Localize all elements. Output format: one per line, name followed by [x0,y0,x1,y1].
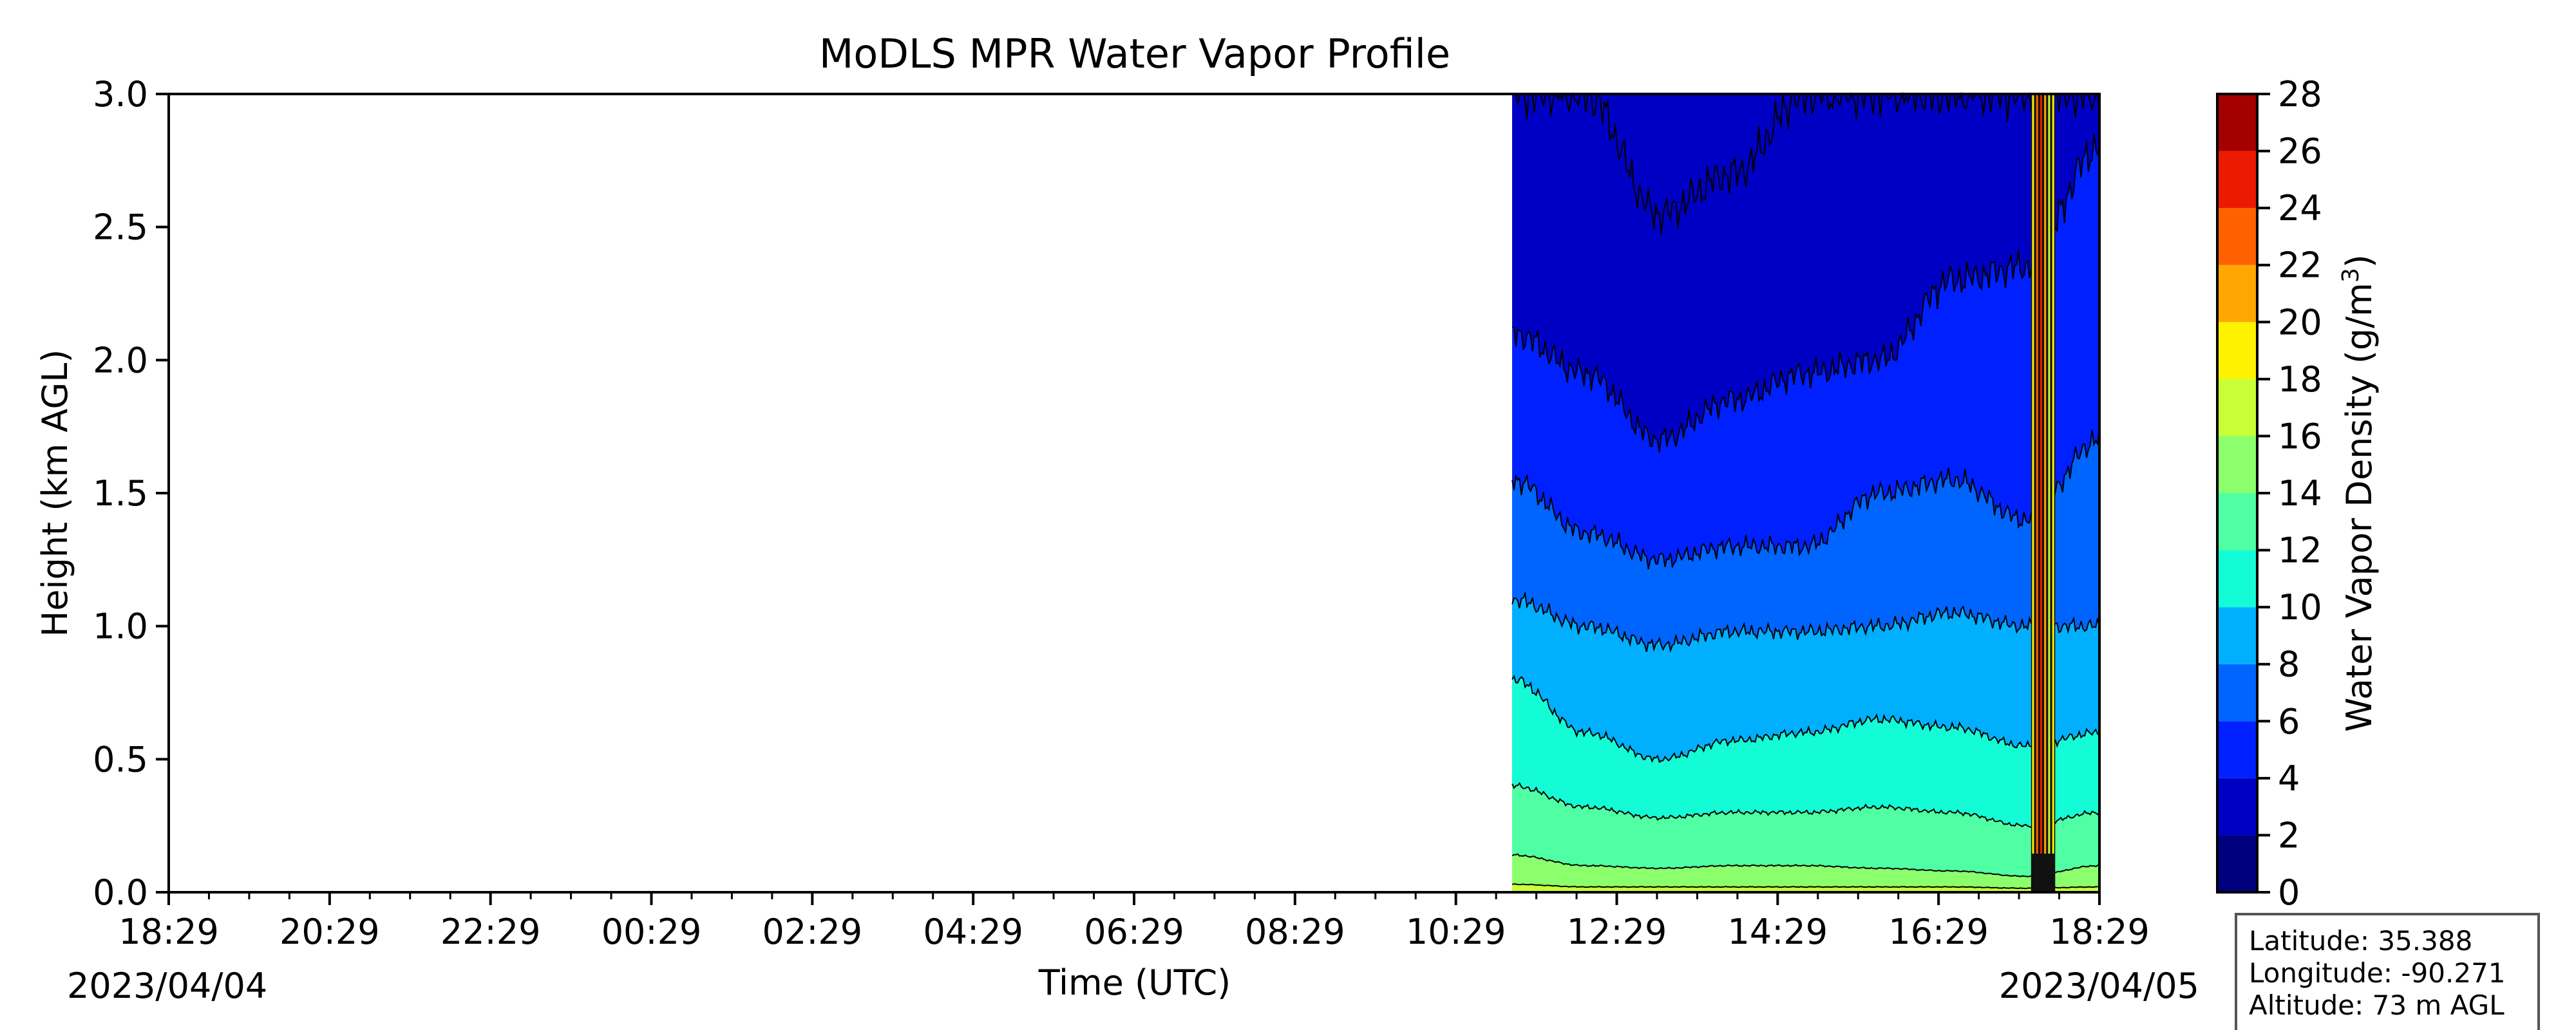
y-tick-label: 0.5 [93,739,148,780]
colorbar-segment [2217,208,2257,265]
y-axis: 0.0 0.5 1.0 1.5 2.0 2.5 3.0 [93,74,169,913]
colorbar-tick-label: 16 [2278,416,2322,456]
colorbar-tick-label: 8 [2278,644,2300,685]
rain-spike-band [2031,94,2056,892]
colorbar-segment [2217,835,2257,892]
contour-line-2 [1512,91,2100,235]
x-tick-label: 22:29 [440,912,541,952]
colorbar-tick-label: 4 [2278,758,2300,799]
y-tick-label: 1.5 [93,473,148,514]
colorbar-tick-label: 18 [2278,359,2322,400]
colorbar-segment [2217,322,2257,379]
colorbar-tick-label: 0 [2278,872,2300,913]
longitude-text: Longitude: -90.271 [2249,957,2506,989]
colorbar-tick-label: 20 [2278,302,2322,342]
colorbar-segment [2217,151,2257,209]
y-tick-label: 2.5 [93,207,148,248]
altitude-text: Altitude: 73 m AGL [2249,989,2505,1021]
plot-area [1511,91,2100,892]
contour-line-10 [1511,675,2100,763]
x-tick-label: 14:29 [1728,912,1828,952]
end-date-label: 2023/04/05 [1999,966,2199,1006]
colorbar-segment [2217,664,2257,722]
colorbar-segment [2217,550,2257,608]
contour-band-12 [1512,783,2099,892]
x-tick-label: 16:29 [1888,912,1989,952]
x-tick-label: 02:29 [762,912,863,952]
start-date-label: 2023/04/04 [67,966,267,1006]
colorbar-segment [2217,379,2257,436]
colorbar-segment [2217,436,2257,493]
colorbar-tick-label: 14 [2278,473,2322,514]
colorbar-tick-label: 10 [2278,587,2322,628]
colorbar-tick-label: 26 [2278,131,2322,172]
colorbar-tick-label: 22 [2278,245,2322,286]
x-tick-label: 08:29 [1245,912,1345,952]
contour-line-16 [1511,883,2100,890]
x-tick-label: 10:29 [1406,912,1506,952]
contour-line-6 [1511,427,2100,570]
colorbar-segment [2217,721,2257,778]
y-tick-label: 1.0 [93,606,148,647]
colorbar-segment [2217,778,2257,836]
x-tick-label: 04:29 [923,912,1023,952]
contour-band-16 [1512,884,2099,892]
y-tick-label: 3.0 [93,74,148,115]
contour-line-14 [1511,853,2100,877]
colorbar-tick-label: 12 [2278,530,2322,571]
y-tick-label: 2.0 [93,340,148,380]
y-axis-label: Height (km AGL) [35,350,75,637]
y-tick-label: 0.0 [93,872,148,913]
station-info-box: Latitude: 35.388 Longitude: -90.271 Alti… [2235,913,2540,1030]
x-tick-label: 00:29 [601,912,702,952]
x-tick-label: 06:29 [1084,912,1184,952]
x-axis: 18:29 20:29 22:29 00:29 02:29 04:29 06:29 08:29… [118,892,2150,952]
contour-line-4 [1511,133,2100,453]
x-tick-label: 18:29 [118,912,219,952]
x-tick-label: 12:29 [1567,912,1667,952]
latitude-text: Latitude: 35.388 [2249,925,2472,957]
chart-title: MoDLS MPR Water Vapor Profile [819,30,1450,77]
contour-line-8 [1511,591,2100,653]
colorbar-segment [2217,265,2257,323]
contour-band-14 [1512,854,2099,892]
colorbar-segment [2217,94,2257,151]
colorbar-label: Water Vapor Density (g/m3) [2338,254,2380,732]
contour-line-12 [1511,782,2100,829]
x-tick-label: 20:29 [279,912,380,952]
colorbar-tick-label: 28 [2278,74,2322,115]
colorbar-tick-label: 24 [2278,188,2322,229]
colorbar-tick-label: 6 [2278,701,2300,742]
colorbar-segment [2217,607,2257,664]
x-axis-label: Time (UTC) [1038,962,1231,1003]
x-tick-label: 18:29 [2049,912,2150,952]
colorbar-tick-label: 2 [2278,815,2300,856]
colorbar-segment [2217,493,2257,550]
